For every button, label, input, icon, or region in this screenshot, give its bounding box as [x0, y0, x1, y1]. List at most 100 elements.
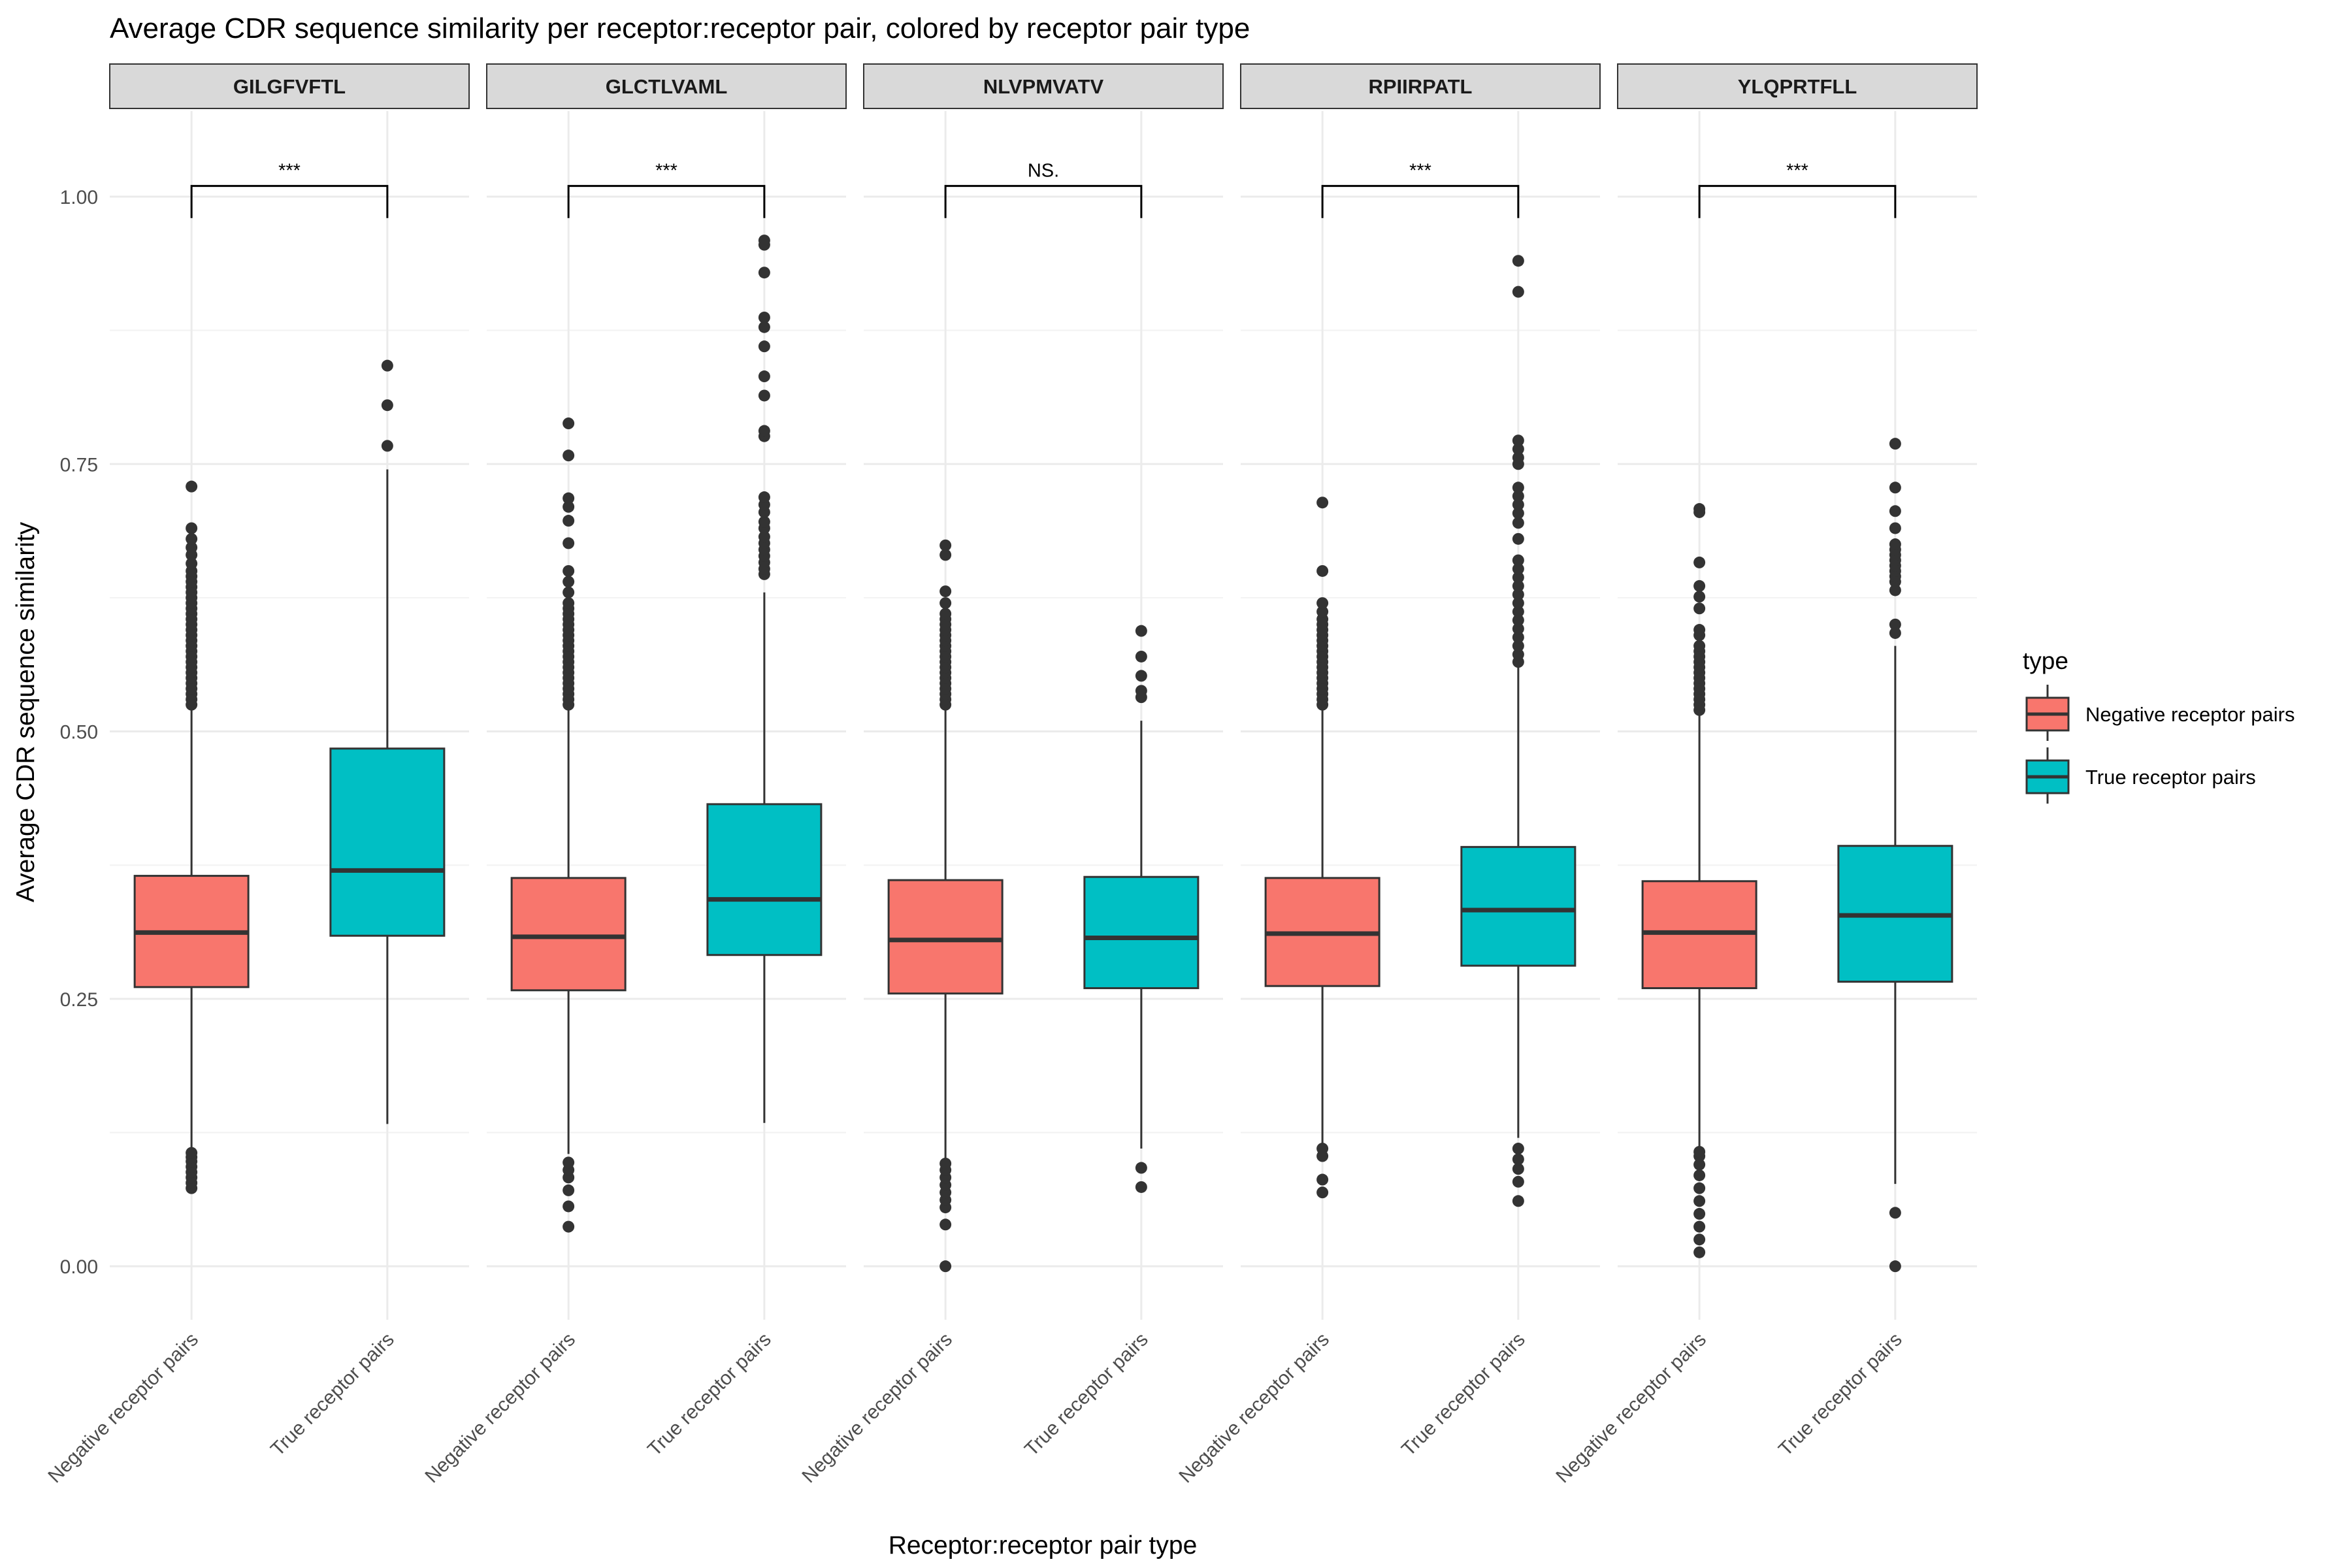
outlier-point — [939, 608, 952, 620]
outlier-point — [1135, 685, 1147, 697]
outlier-point — [758, 321, 770, 333]
x-tick-label: Negative receptor pairs — [44, 1329, 203, 1488]
box-negative-receptor-pairs — [887, 539, 1004, 1273]
box-true-receptor-pairs — [1837, 438, 1953, 1273]
outlier-point — [758, 267, 770, 279]
outlier-point — [1889, 438, 1901, 450]
outlier-point — [1889, 618, 1901, 630]
legend-entry-label: True receptor pairs — [2085, 766, 2256, 789]
x-tick-label: Negative receptor pairs — [421, 1329, 580, 1488]
x-tick-label: True receptor pairs — [1397, 1329, 1529, 1461]
outlier-point — [1693, 1220, 1706, 1233]
facet-strip — [1240, 63, 1601, 109]
outlier-point — [1512, 255, 1524, 267]
outlier-point — [1512, 286, 1524, 298]
outlier-point — [563, 537, 575, 549]
outlier-point — [563, 449, 575, 462]
box-negative-receptor-pairs — [133, 480, 250, 1194]
outlier-point — [1512, 507, 1524, 519]
significance-bracket — [1321, 185, 1520, 218]
outlier-point — [563, 1156, 575, 1169]
outlier-point — [381, 359, 393, 372]
outlier-point — [1512, 640, 1524, 652]
iqr-box — [706, 803, 823, 956]
chart-title: Average CDR sequence similarity per rece… — [110, 12, 1250, 44]
outlier-point — [1512, 1143, 1524, 1155]
outlier-point — [381, 440, 393, 452]
outlier-point — [1512, 571, 1524, 583]
outlier-point — [758, 340, 770, 353]
outlier-point — [1889, 584, 1901, 596]
facet-strip-label: GLCTLVAML — [606, 75, 728, 98]
outlier-point — [563, 1220, 575, 1233]
facet-panel-gilgfvftl: GILGFVFTL *** Negative receptor pairs True … — [44, 63, 470, 1488]
outlier-point — [939, 585, 952, 598]
outlier-point — [939, 539, 952, 551]
outlier-point — [1316, 597, 1329, 610]
outlier-point — [1889, 482, 1901, 494]
outlier-point — [1693, 602, 1706, 615]
outlier-point — [758, 235, 770, 247]
significance-bracket — [567, 185, 766, 218]
x-tick-label: True receptor pairs — [267, 1329, 399, 1461]
outlier-point — [381, 399, 393, 412]
y-tick-label: 0.00 — [60, 1256, 98, 1278]
outlier-point — [758, 389, 770, 402]
facet-strip — [863, 63, 1224, 109]
box-true-receptor-pairs — [1083, 625, 1200, 1193]
y-tick-label: 0.75 — [60, 454, 98, 476]
outlier-point — [1693, 1195, 1706, 1207]
significance-label: *** — [1786, 161, 1808, 182]
outlier-point — [1512, 597, 1524, 610]
y-tick-label: 0.50 — [60, 722, 98, 743]
box-negative-receptor-pairs — [510, 417, 627, 1233]
outlier-point — [1889, 1260, 1901, 1273]
outlier-point — [1316, 1186, 1329, 1199]
outlier-point — [1512, 490, 1524, 502]
outlier-point — [939, 1157, 952, 1169]
outlier-point — [1512, 580, 1524, 592]
x-tick-label: True receptor pairs — [1021, 1329, 1152, 1461]
significance-label: *** — [1409, 161, 1431, 182]
outlier-point — [758, 531, 770, 543]
outlier-point — [1693, 503, 1706, 515]
outlier-point — [563, 500, 575, 513]
facet-strip — [109, 63, 470, 109]
y-axis: 0.00 0.25 0.50 0.75 1.00 — [60, 187, 98, 1278]
outlier-point — [1889, 538, 1901, 551]
outlier-point — [1512, 554, 1524, 566]
outlier-point — [563, 576, 575, 588]
x-tick-label: Negative receptor pairs — [1175, 1329, 1333, 1488]
iqr-box — [329, 747, 446, 937]
outlier-point — [1135, 1181, 1147, 1193]
facet-panel-ylqprtfll: YLQPRTFLL *** Negative receptor pairs True … — [1552, 63, 1978, 1487]
outlier-point — [939, 597, 952, 610]
outlier-point — [186, 532, 198, 545]
outlier-point — [1693, 1246, 1706, 1258]
box-negative-receptor-pairs — [1641, 503, 1757, 1258]
box-true-receptor-pairs — [329, 359, 446, 1124]
legend: type Negative receptor pairs True recepto… — [2023, 647, 2295, 804]
outlier-point — [186, 1147, 198, 1159]
outlier-point — [939, 1260, 952, 1273]
y-axis-label: Average CDR sequence similarity — [12, 521, 40, 902]
outlier-point — [563, 417, 575, 430]
iqr-box — [887, 879, 1004, 995]
outlier-point — [1512, 443, 1524, 455]
outlier-point — [1135, 625, 1147, 637]
significance-bracket — [190, 185, 389, 218]
outlier-point — [1512, 482, 1524, 494]
significance-label: *** — [278, 161, 301, 182]
outlier-point — [1512, 1175, 1524, 1188]
box-negative-receptor-pairs — [1264, 497, 1380, 1199]
outlier-point — [1512, 589, 1524, 600]
box-true-receptor-pairs — [1460, 255, 1576, 1207]
outlier-point — [1512, 451, 1524, 464]
outlier-point — [563, 492, 575, 504]
outlier-point — [1693, 556, 1706, 568]
outlier-point — [1512, 631, 1524, 644]
legend-title: type — [2023, 647, 2068, 674]
outlier-point — [563, 586, 575, 598]
outlier-point — [186, 522, 198, 534]
facet-strip-label: NLVPMVATV — [983, 75, 1104, 98]
